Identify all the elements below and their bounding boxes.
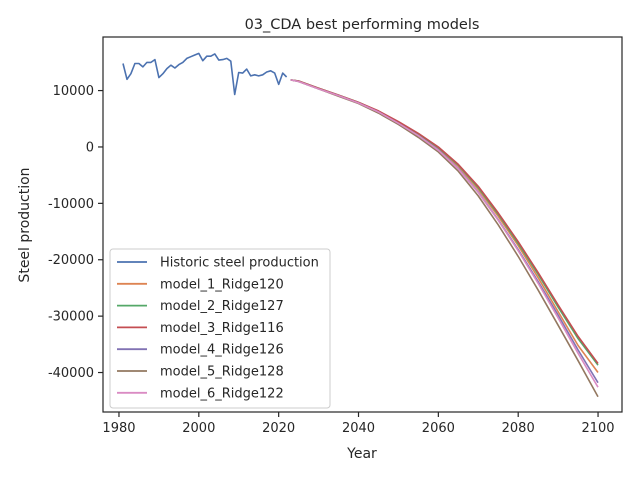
plot-lines bbox=[122, 52, 599, 398]
legend-label: model_2_Ridge127 bbox=[160, 299, 284, 314]
y-axis-title: Steel production bbox=[17, 167, 33, 282]
series-line-model-6 bbox=[290, 79, 599, 388]
legend-items: Historic steel production model_1_Ridge12… bbox=[117, 256, 319, 401]
plot-frame bbox=[102, 36, 623, 413]
chart-title: 03_CDA best performing models bbox=[245, 17, 480, 33]
x-tick-label: 2100 bbox=[581, 421, 614, 436]
legend: Historic steel production model_1_Ridge12… bbox=[109, 248, 331, 409]
y-tick-label: 10000 bbox=[53, 84, 94, 99]
y-tick-label: -40000 bbox=[48, 366, 94, 381]
series-line-historic bbox=[122, 52, 288, 96]
y-tick-label: -20000 bbox=[48, 253, 94, 268]
y-axis: 10000 0 -10000 -20000 -30000 -40000 bbox=[48, 84, 103, 381]
legend-label: Historic steel production bbox=[160, 256, 319, 271]
legend-label: model_4_Ridge126 bbox=[160, 343, 284, 358]
x-tick-label: 1980 bbox=[102, 421, 135, 436]
x-tick-label: 2000 bbox=[182, 421, 215, 436]
legend-label: model_6_Ridge122 bbox=[160, 386, 284, 401]
x-tick-label: 2020 bbox=[262, 421, 295, 436]
legend-box bbox=[109, 248, 331, 409]
x-axis: 1980 2000 2020 2040 2060 2080 2100 bbox=[102, 412, 615, 436]
legend-label: model_1_Ridge120 bbox=[160, 277, 284, 292]
legend-label: model_5_Ridge128 bbox=[160, 365, 284, 380]
x-tick-label: 2040 bbox=[342, 421, 375, 436]
legend-label: model_3_Ridge116 bbox=[160, 321, 284, 336]
y-tick-label: -10000 bbox=[48, 197, 94, 212]
x-tick-label: 2060 bbox=[422, 421, 455, 436]
y-tick-label: 0 bbox=[86, 140, 94, 155]
y-tick-label: -30000 bbox=[48, 310, 94, 325]
x-tick-label: 2080 bbox=[502, 421, 535, 436]
x-axis-title: Year bbox=[346, 446, 377, 462]
